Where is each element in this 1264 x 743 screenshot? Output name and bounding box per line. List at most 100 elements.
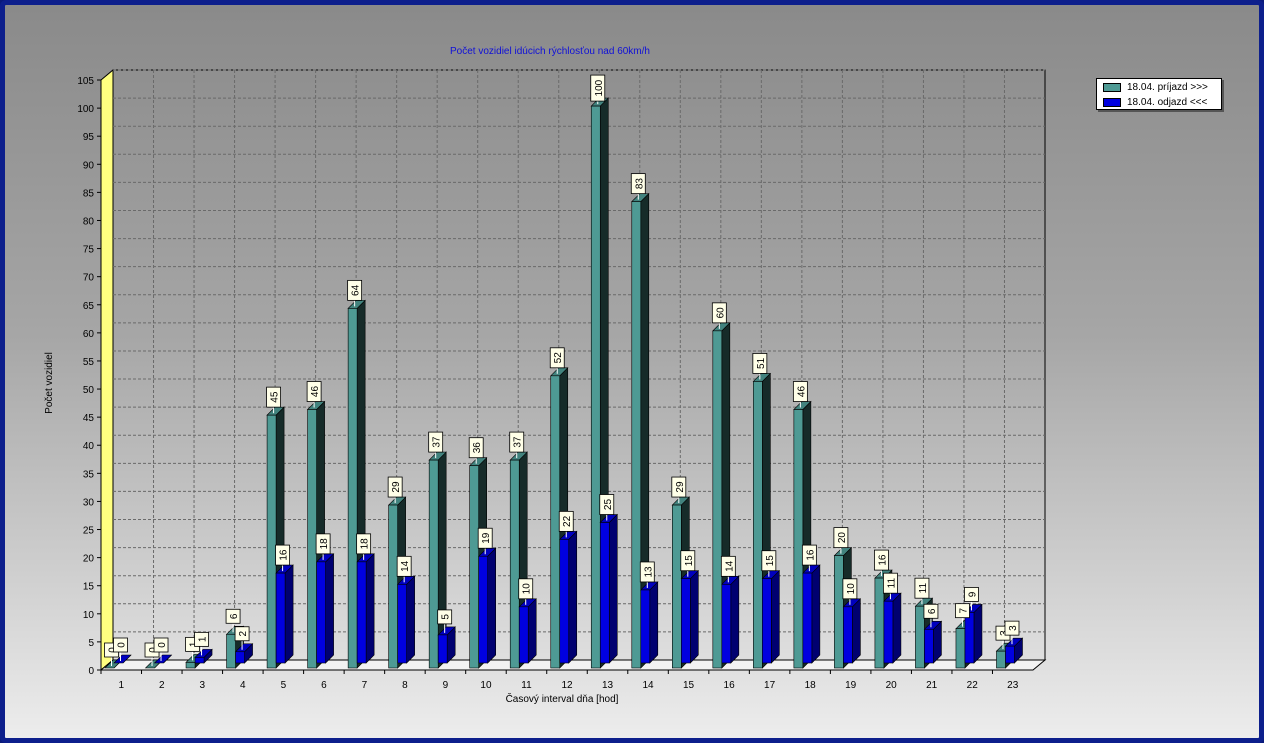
y-tick-label: 70: [83, 273, 95, 284]
bar-departure: [599, 513, 618, 664]
data-label: 29: [675, 481, 686, 493]
data-label-box: [477, 527, 493, 549]
data-label-box: [639, 561, 655, 583]
bar-side: [568, 530, 578, 664]
x-tick-label: 15: [683, 680, 695, 691]
bar-front: [793, 409, 804, 669]
data-label-box: [387, 476, 403, 498]
bar-departure: [802, 564, 821, 664]
x-tick-label: 16: [724, 680, 736, 691]
bar-side: [730, 575, 740, 664]
data-label-box: [752, 353, 768, 374]
bar-departure: [194, 648, 213, 664]
data-label: 5: [441, 614, 452, 620]
data-label-box: [842, 578, 858, 600]
data-label-box: [914, 577, 930, 599]
data-label-box: [315, 533, 331, 555]
data-label-box: [801, 544, 817, 566]
bar-front: [843, 606, 853, 664]
bar-chart: 0510152025303540455055606570758085909510…: [44, 46, 1047, 705]
bar-departure: [518, 598, 537, 664]
bar-departure: [964, 603, 983, 664]
data-label: 9: [967, 591, 978, 597]
data-label-box: [194, 631, 209, 647]
x-tick-label: 5: [281, 680, 287, 691]
bar-side: [771, 569, 780, 664]
bar-top: [113, 654, 132, 664]
data-label: 10: [846, 583, 857, 595]
y-tick-label: 0: [88, 666, 94, 677]
grid-lines: [113, 69, 1045, 660]
bar-front: [356, 561, 367, 664]
x-tick-label: 4: [240, 680, 246, 691]
y-tick-label: 95: [83, 132, 95, 143]
data-label-box: [1004, 620, 1020, 636]
data-label: 15: [765, 555, 776, 567]
x-axis-ticks: 1 2 3 4 5 6 7 8 9 10 11 12 13 14 15 16 17 18 19 20 21 22 23: [100, 670, 1019, 691]
bar-front: [753, 381, 763, 669]
bar-front: [681, 578, 691, 664]
data-label-box: [792, 381, 808, 402]
bar-front: [1005, 645, 1015, 664]
bar-side: [690, 569, 699, 664]
bar-departure: [842, 598, 862, 664]
bar-front: [185, 662, 196, 669]
data-label: 37: [432, 436, 443, 448]
plot-back-wall: [112, 69, 1046, 661]
data-label-box: [509, 431, 525, 453]
data-label: 0: [117, 642, 128, 648]
y-tick-label: 5: [88, 638, 94, 649]
bar-departure: [113, 654, 132, 664]
bar-departure: [923, 620, 943, 664]
y-tick-label: 60: [83, 329, 95, 340]
bar-front: [509, 459, 520, 669]
bar-front: [469, 465, 479, 669]
data-label-box: [113, 637, 128, 653]
bar-departure: [437, 626, 456, 664]
data-label: 7: [958, 607, 969, 613]
data-label: 18: [360, 538, 371, 550]
y-tick-label: 65: [83, 301, 95, 312]
x-tick-label: 1: [118, 680, 124, 691]
data-label-box: [266, 386, 281, 408]
x-tick-label: 19: [845, 680, 857, 691]
y-axis-label: Počet vozidiel: [44, 352, 55, 414]
bar-front: [883, 600, 894, 664]
data-label-box: [347, 279, 363, 301]
bar-front: [518, 606, 529, 664]
y-tick-label: 20: [83, 554, 95, 565]
y-tick-label: 105: [77, 76, 94, 87]
y-tick-label: 75: [83, 245, 95, 256]
data-label: 3: [999, 630, 1010, 636]
data-label: 60: [715, 307, 726, 319]
legend-swatch-arrival: [1103, 82, 1121, 92]
data-label: 36: [472, 442, 483, 454]
data-label: 25: [603, 499, 614, 511]
x-tick-label: 21: [926, 680, 938, 691]
data-label: 13: [643, 566, 654, 578]
bar-front: [266, 414, 277, 669]
bar-departure: [234, 643, 254, 664]
bar-departure: [396, 575, 416, 664]
bar-side: [852, 598, 861, 664]
bars: [104, 97, 1024, 669]
bar-front: [478, 555, 488, 664]
y-tick-label: 30: [83, 497, 95, 508]
data-label-box: [680, 550, 696, 572]
data-label-box: [558, 510, 574, 532]
bar-front: [235, 651, 245, 664]
x-tick-label: 11: [521, 680, 532, 691]
bar-front: [915, 605, 925, 669]
data-label: 16: [805, 549, 816, 561]
data-label: 18: [319, 538, 330, 550]
y-tick-label: 45: [83, 413, 95, 424]
bar-departure: [559, 530, 578, 664]
data-label: 37: [513, 436, 524, 448]
data-label: 14: [724, 560, 735, 572]
y-tick-label: 85: [83, 188, 95, 199]
bar-front: [388, 504, 398, 669]
data-label: 11: [886, 578, 897, 589]
data-label-box: [720, 555, 736, 577]
